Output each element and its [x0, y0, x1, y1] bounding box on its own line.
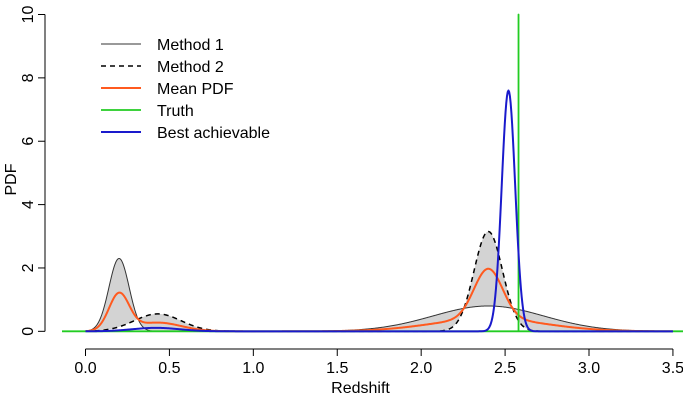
- series-line-mean-pdf: [85, 267, 674, 333]
- series-line-best-achievable: [85, 89, 674, 333]
- legend-label: Truth: [157, 103, 194, 120]
- legend-label: Method 2: [157, 59, 224, 76]
- y-tick-label: 6: [20, 137, 37, 146]
- legend-label: Best achievable: [157, 125, 270, 142]
- legend-item-mean-pdf: Mean PDF: [101, 81, 234, 98]
- x-axis-label: Redshift: [331, 380, 390, 397]
- method-disagreement-band: [85, 231, 673, 332]
- legend: Method 1 Method 2 Mean PDF Truth Best achiev…: [101, 37, 270, 142]
- x-tick-label: 2.5: [494, 360, 516, 377]
- legend-item-method-1: Method 1: [101, 37, 224, 54]
- y-tick-label: 0: [20, 327, 37, 336]
- legend-label: Method 1: [157, 37, 224, 54]
- y-tick-label: 2: [20, 263, 37, 272]
- series-layer: [62, 13, 683, 333]
- x-tick-label: 2.0: [410, 360, 432, 377]
- legend-label: Mean PDF: [157, 81, 234, 98]
- method-band-layer: [85, 231, 673, 332]
- x-tick-label: 0.5: [158, 360, 180, 377]
- legend-item-truth: Truth: [101, 103, 194, 120]
- y-tick-label: 10: [20, 6, 37, 24]
- y-tick-label: 8: [20, 73, 37, 82]
- x-tick-label: 3.5: [662, 360, 683, 377]
- legend-item-best-achievable: Best achievable: [101, 125, 270, 142]
- series-line-truth: [62, 13, 683, 333]
- x-tick-label: 0.0: [74, 360, 96, 377]
- y-tick-label: 4: [20, 200, 37, 209]
- x-tick-label: 1.5: [326, 360, 348, 377]
- axes-layer: 0.0 0.5 1.0 1.5 2.0 2.5 3.0 3.5 0 2 4 6 8 10 Redshift P…: [3, 6, 683, 397]
- x-tick-label: 3.0: [578, 360, 600, 377]
- x-tick-label: 1.0: [242, 360, 264, 377]
- legend-item-method-2: Method 2: [101, 59, 224, 76]
- series-line-method-2: [85, 230, 673, 333]
- y-axis-label: PDF: [3, 163, 20, 195]
